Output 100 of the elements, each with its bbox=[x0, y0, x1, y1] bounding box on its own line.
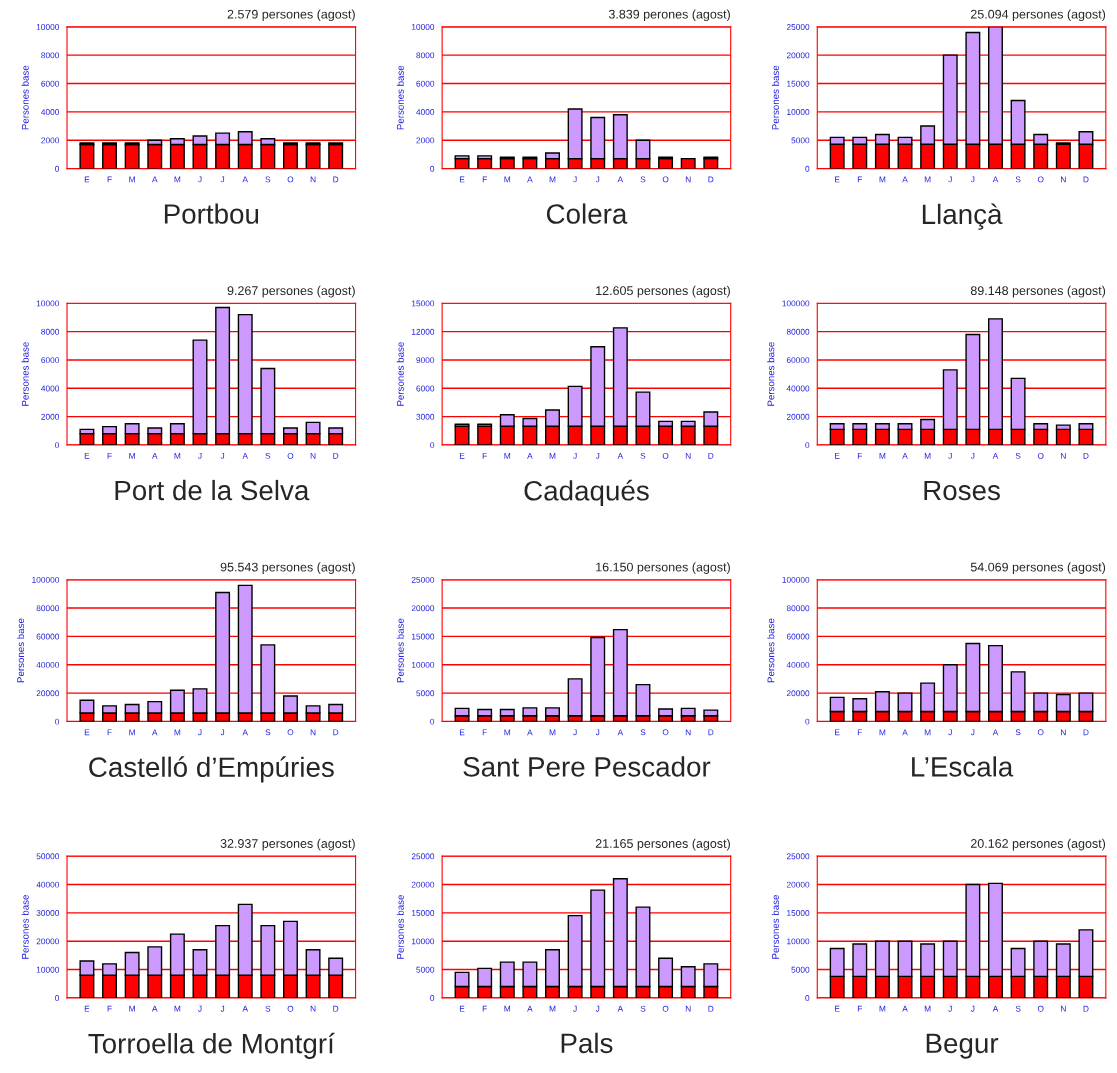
x-tick-label: M bbox=[924, 176, 931, 183]
x-tick-label: N bbox=[1060, 452, 1066, 459]
x-tick-label: S bbox=[265, 452, 271, 459]
y-tick-label: 40000 bbox=[786, 661, 810, 668]
x-axis-title: Begur bbox=[926, 1033, 999, 1059]
y-tick-label: 15000 bbox=[787, 910, 810, 916]
y-axis-title: Persones base bbox=[396, 342, 404, 406]
x-tick-label: A bbox=[152, 729, 158, 736]
x-tick-label: A bbox=[152, 452, 158, 459]
x-tick-label: O bbox=[287, 1005, 294, 1012]
y-tick-label: 10000 bbox=[411, 661, 435, 668]
x-axis-title: Cadaqués bbox=[524, 479, 649, 507]
y-tick-label: 80000 bbox=[786, 328, 810, 335]
x-tick-label: M bbox=[549, 176, 556, 183]
chart-title: 89.148 persones (agost) bbox=[970, 285, 1106, 298]
y-tick-label: 5000 bbox=[791, 966, 810, 973]
x-tick-label: J bbox=[220, 1005, 225, 1012]
y-tick-label: 20000 bbox=[36, 938, 60, 945]
x-tick-label: J bbox=[970, 1005, 975, 1012]
x-tick-label: M bbox=[879, 729, 886, 736]
y-tick-label: 100000 bbox=[32, 576, 60, 583]
chart-title: 16.150 persones (agost) bbox=[596, 562, 730, 574]
y-tick-label: 40000 bbox=[36, 661, 60, 668]
bar bbox=[102, 143, 118, 169]
y-tick-label: 4000 bbox=[416, 109, 435, 115]
x-tick-label: A bbox=[527, 452, 533, 459]
x-tick-label: M bbox=[129, 1005, 135, 1012]
bar bbox=[567, 678, 583, 717]
x-tick-label: S bbox=[640, 729, 646, 736]
x-tick-label: M bbox=[174, 729, 181, 736]
y-axis-title: Persones base bbox=[21, 895, 29, 959]
x-tick-label: M bbox=[504, 452, 511, 459]
x-tick-label: F bbox=[107, 729, 112, 736]
x-tick-label: O bbox=[662, 452, 669, 459]
y-axis-title: Persones base bbox=[21, 65, 29, 130]
x-tick-label: A bbox=[527, 729, 533, 736]
x-tick-label: J bbox=[595, 176, 600, 183]
y-tick-label: 0 bbox=[55, 442, 60, 449]
y-tick-label: 60000 bbox=[786, 357, 810, 364]
bar bbox=[703, 709, 719, 717]
y-tick-label: 6000 bbox=[416, 385, 435, 392]
y-tick-label: 8000 bbox=[41, 52, 60, 59]
x-tick-label: E bbox=[835, 1005, 840, 1012]
y-tick-label: 5000 bbox=[416, 966, 435, 973]
x-tick-label: M bbox=[549, 452, 556, 459]
y-tick-label: 20000 bbox=[786, 690, 810, 697]
bar bbox=[147, 143, 163, 169]
y-tick-label: 80000 bbox=[786, 605, 810, 612]
x-tick-label: F bbox=[482, 1005, 487, 1012]
x-tick-label: A bbox=[992, 729, 999, 736]
x-tick-label: O bbox=[287, 452, 294, 459]
x-tick-label: N bbox=[685, 452, 691, 459]
x-tick-label: D bbox=[708, 452, 714, 459]
bar bbox=[612, 628, 628, 717]
y-tick-label: 20000 bbox=[786, 52, 810, 59]
x-tick-label: N bbox=[685, 729, 691, 736]
x-tick-label: J bbox=[220, 729, 225, 736]
x-axis-title: Llançà bbox=[922, 203, 1003, 230]
y-tick-label: 100000 bbox=[782, 300, 810, 307]
y-tick-label: 0 bbox=[805, 442, 810, 449]
x-axis-title: Roses bbox=[924, 480, 1000, 501]
x-tick-label: M bbox=[549, 729, 556, 736]
bar bbox=[680, 707, 696, 717]
x-tick-label: A bbox=[242, 452, 248, 459]
x-tick-label: A bbox=[617, 452, 624, 459]
x-tick-label: O bbox=[662, 1005, 669, 1012]
y-axis-title: Persones base bbox=[771, 895, 779, 959]
x-tick-label: D bbox=[1083, 452, 1089, 459]
bar bbox=[545, 707, 560, 717]
bar bbox=[522, 707, 538, 717]
x-tick-label: M bbox=[174, 176, 181, 183]
x-tick-label: M bbox=[924, 452, 931, 459]
x-tick-label: J bbox=[573, 176, 577, 183]
y-tick-label: 100000 bbox=[782, 576, 810, 583]
bar bbox=[1055, 143, 1071, 169]
x-tick-label: J bbox=[595, 729, 600, 736]
x-tick-label: J bbox=[595, 1005, 600, 1012]
bar bbox=[635, 683, 651, 717]
x-tick-label: M bbox=[879, 1005, 886, 1012]
x-tick-label: F bbox=[482, 176, 487, 183]
x-tick-label: M bbox=[879, 176, 886, 183]
x-tick-label: M bbox=[924, 1005, 931, 1012]
x-tick-label: O bbox=[1037, 176, 1044, 183]
x-tick-label: J bbox=[948, 1005, 952, 1012]
x-tick-label: N bbox=[685, 176, 691, 183]
x-tick-label: M bbox=[504, 176, 511, 183]
x-tick-label: D bbox=[708, 176, 714, 183]
chart-title: 9.267 persones (agost) bbox=[227, 285, 355, 298]
x-tick-label: A bbox=[242, 176, 248, 183]
y-axis-title: Persones base bbox=[396, 618, 404, 683]
x-tick-label: A bbox=[902, 1005, 908, 1012]
x-tick-label: M bbox=[549, 1005, 556, 1012]
y-axis-title: Persones base bbox=[396, 895, 404, 959]
y-tick-label: 25000 bbox=[786, 24, 810, 30]
x-tick-label: J bbox=[573, 729, 577, 736]
x-tick-label: D bbox=[708, 1005, 714, 1012]
y-axis-title: Persones base bbox=[16, 618, 25, 683]
x-axis-title: Portbou bbox=[164, 203, 259, 224]
y-tick-label: 60000 bbox=[36, 633, 60, 640]
bar bbox=[499, 708, 515, 717]
